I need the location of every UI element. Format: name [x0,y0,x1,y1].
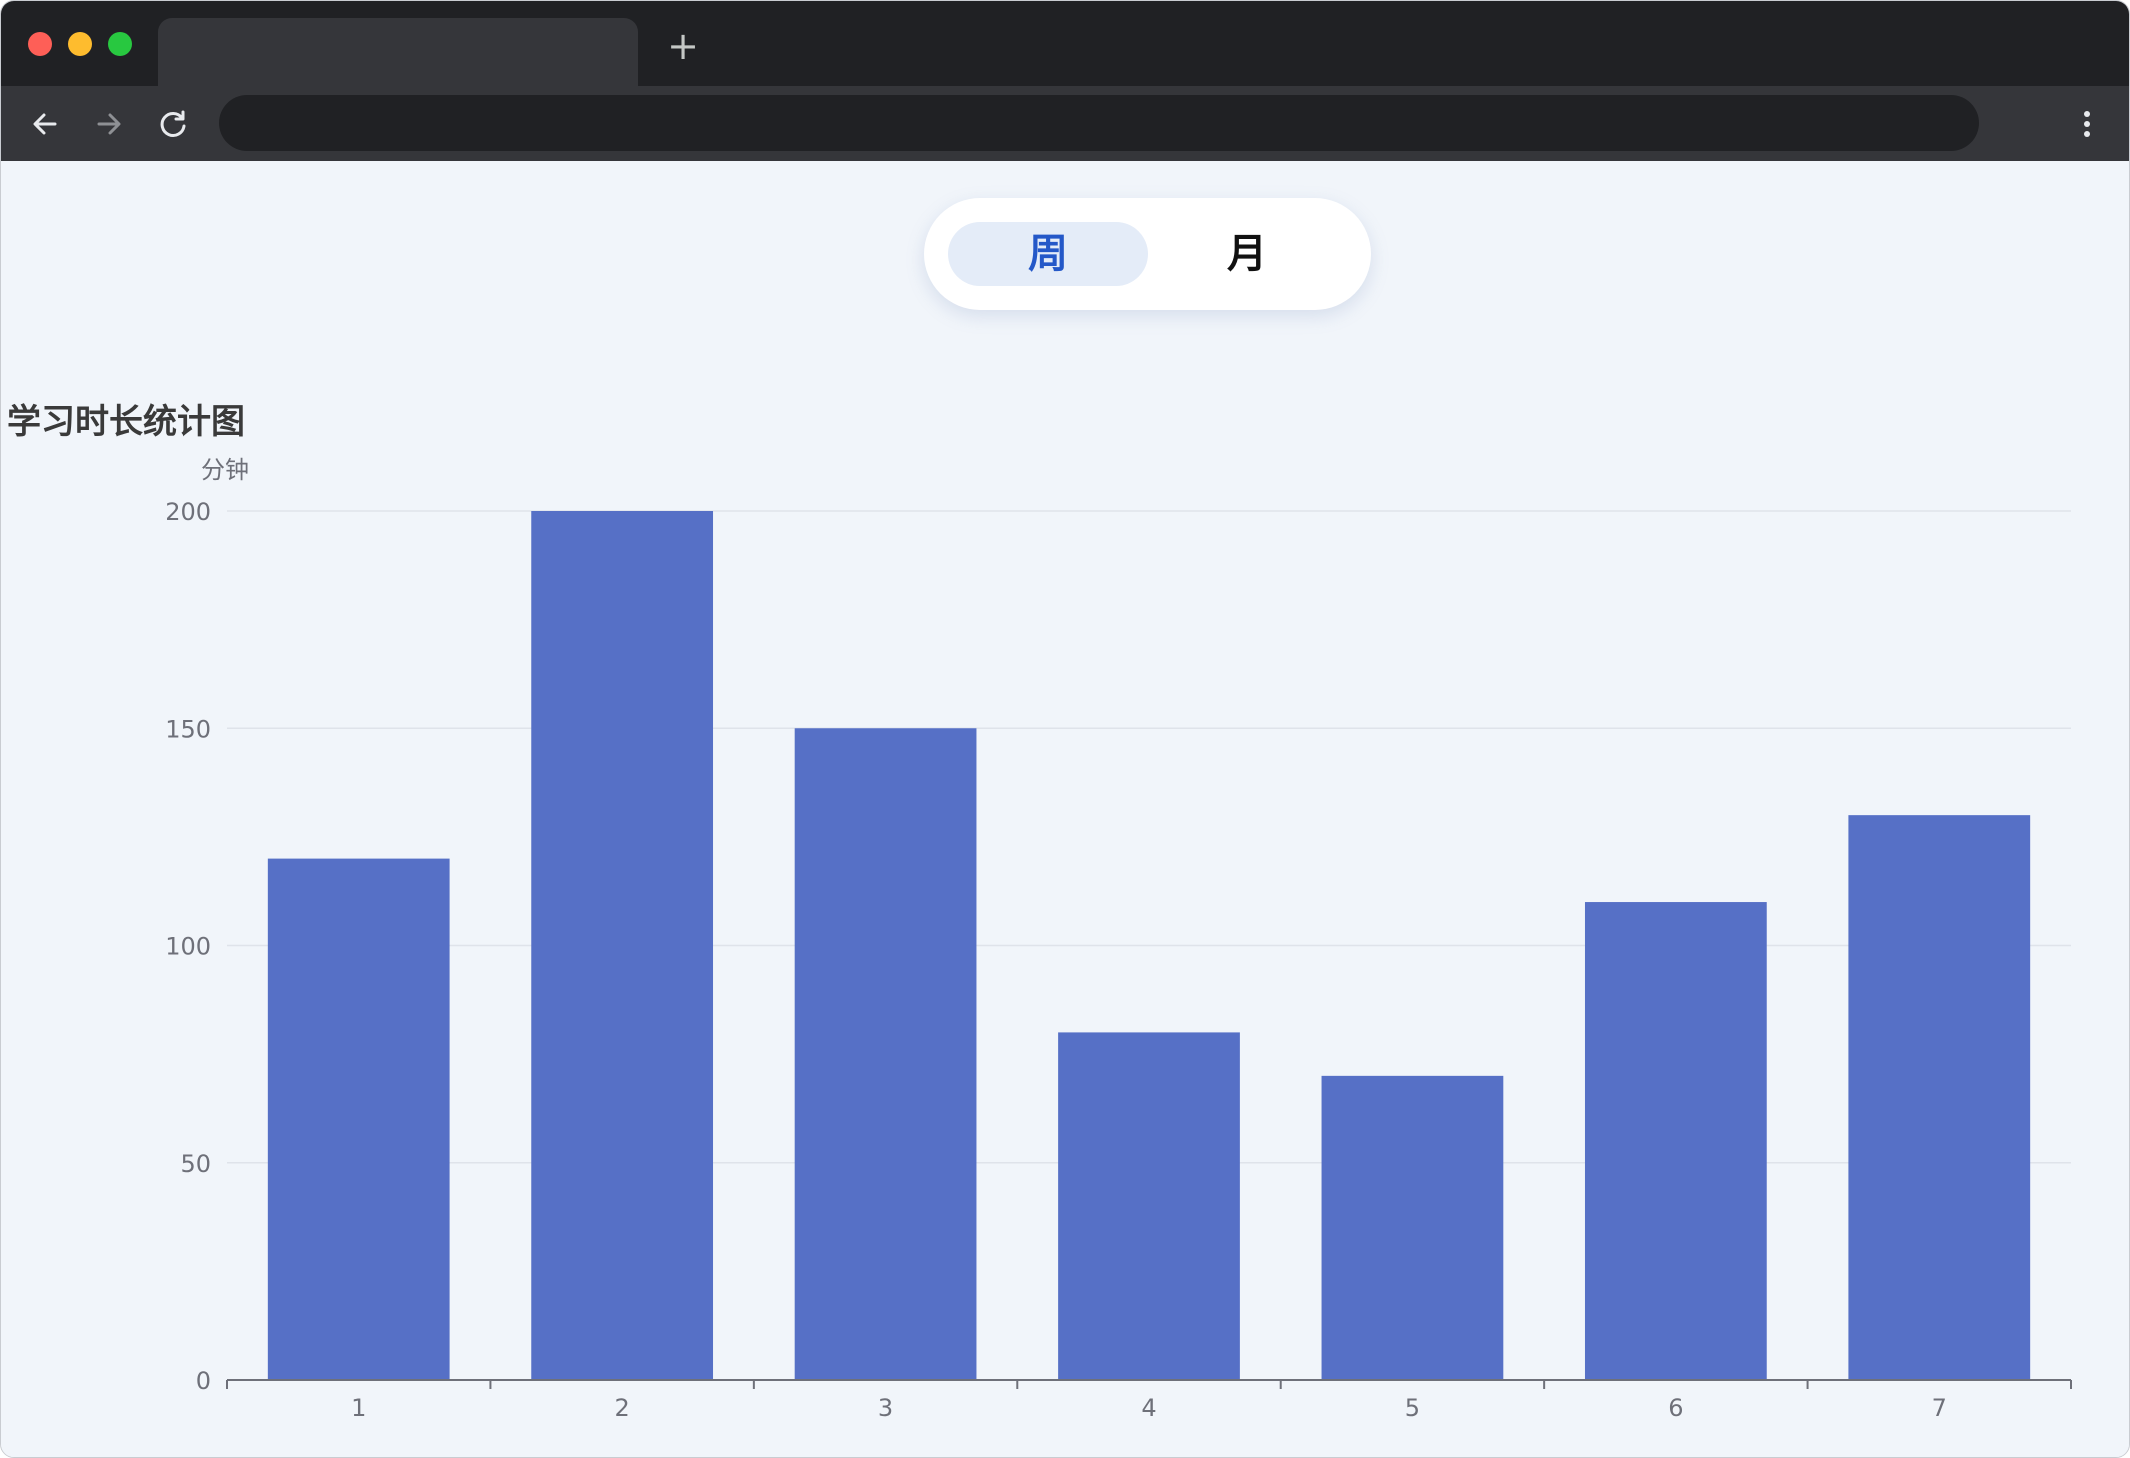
new-tab-button[interactable]: + [667,24,699,68]
x-tick-label: 7 [1932,1394,1947,1422]
week-toggle-button[interactable]: 周 [948,222,1148,286]
y-tick-label: 200 [165,498,211,526]
y-axis-label: 分钟 [201,456,249,484]
bar [267,858,450,1380]
forward-arrow-icon[interactable] [89,104,129,144]
bar [794,728,977,1380]
x-tick-label: 4 [1141,1394,1156,1422]
y-tick-label: 150 [165,715,211,743]
browser-tab[interactable] [158,18,638,86]
address-bar[interactable] [219,95,1979,151]
minimize-window-button[interactable] [68,32,92,56]
chart-title: 学习时长统计图 [7,402,245,442]
y-tick-label: 100 [165,933,211,961]
x-tick-label: 6 [1668,1394,1683,1422]
bar [531,511,714,1380]
x-tick-label: 3 [878,1394,893,1422]
y-tick-label: 50 [180,1150,211,1178]
x-tick-label: 2 [615,1394,630,1422]
y-tick-label: 0 [196,1367,211,1395]
maximize-window-button[interactable] [108,32,132,56]
month-toggle-button[interactable]: 月 [1227,231,1267,277]
bar [1058,1032,1240,1380]
close-window-button[interactable] [28,32,52,56]
bar [1848,815,2031,1380]
x-tick-label: 5 [1405,1394,1420,1422]
x-tick-label: 1 [351,1394,366,1422]
browser-toolbar [1,86,2129,161]
bar [1584,902,1767,1380]
title-bar: + [1,1,2129,86]
bar [1321,1075,1504,1380]
page-content: 周 月 学习时长统计图 0 50 100 150 200 分钟 1 2 3 4 5 6 7 [1,161,2129,1457]
back-arrow-icon[interactable] [25,104,65,144]
reload-icon[interactable] [153,104,193,144]
bar-chart: 0 50 100 150 200 分钟 1 2 3 4 5 6 7 [165,456,2072,1422]
kebab-menu-icon[interactable] [2069,104,2105,144]
period-switcher: 周 月 [924,198,1371,310]
